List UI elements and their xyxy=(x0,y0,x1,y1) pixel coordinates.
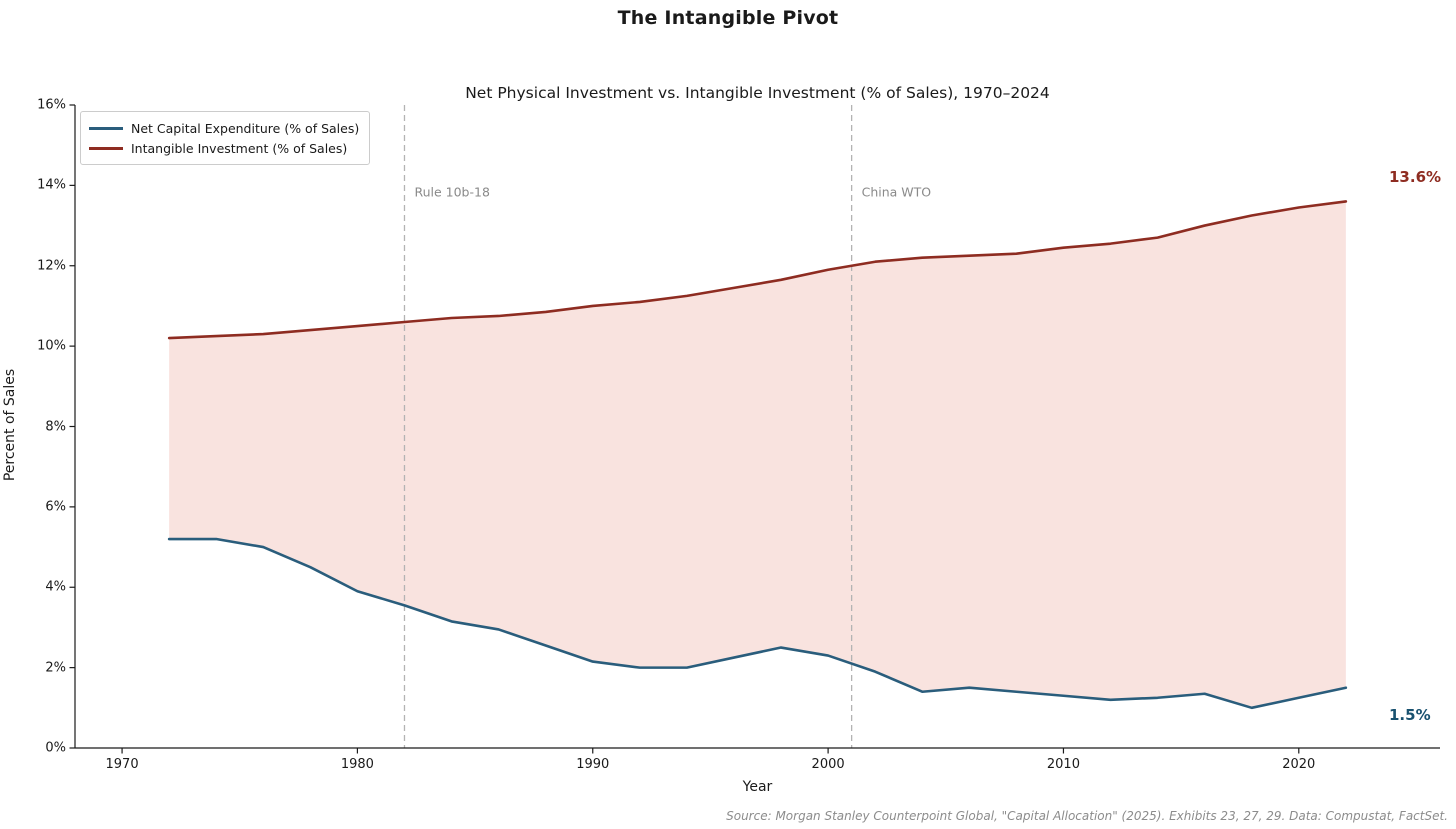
annotation-label-china-wto: China WTO xyxy=(861,184,932,200)
legend-entry-intangible: Intangible Investment (% of Sales) xyxy=(89,138,359,158)
net-capex-line-swatch xyxy=(89,126,123,130)
source-credit: Source: Morgan Stanley Counterpoint Glob… xyxy=(726,809,1448,823)
x-tick-label: 1970 xyxy=(105,757,139,772)
legend-entry-net-capex: Net Capital Expenditure (% of Sales) xyxy=(89,118,359,138)
x-axis-label: Year xyxy=(742,779,773,795)
x-tick-label: 2010 xyxy=(1046,757,1080,772)
intangible-line-swatch xyxy=(89,146,123,150)
annotation-label-rule-10b-18: Rule 10b-18 xyxy=(414,184,490,200)
y-tick-label: 14% xyxy=(37,177,66,193)
net-capex-end-value-label: 1.5% xyxy=(1389,705,1431,724)
y-tick-label: 4% xyxy=(45,579,66,595)
area-between-series xyxy=(169,201,1346,708)
x-tick-label: 1990 xyxy=(576,757,610,772)
x-tick-label: 2020 xyxy=(1282,757,1316,772)
legend-label-intangible: Intangible Investment (% of Sales) xyxy=(131,140,348,156)
y-tick-label: 8% xyxy=(45,419,66,434)
x-tick-label: 2000 xyxy=(811,757,845,772)
intangible-end-value-label: 13.6% xyxy=(1389,168,1442,187)
y-tick-label: 10% xyxy=(37,338,66,354)
x-tick-label: 1980 xyxy=(340,757,374,772)
y-tick-label: 16% xyxy=(37,97,66,113)
intangible-line xyxy=(167,200,1348,340)
y-tick-label: 6% xyxy=(45,499,66,515)
y-tick-label: 2% xyxy=(45,660,66,676)
y-tick-label: 12% xyxy=(37,258,66,274)
y-tick-label: 0% xyxy=(45,740,66,756)
legend-label-net-capex: Net Capital Expenditure (% of Sales) xyxy=(131,120,360,136)
legend: Net Capital Expenditure (% of Sales) Int… xyxy=(80,111,371,165)
chart-subtitle: Net Physical Investment vs. Intangible I… xyxy=(465,84,1050,102)
figure-title: The Intangible Pivot xyxy=(617,7,839,29)
net-capex-line xyxy=(167,537,1348,710)
